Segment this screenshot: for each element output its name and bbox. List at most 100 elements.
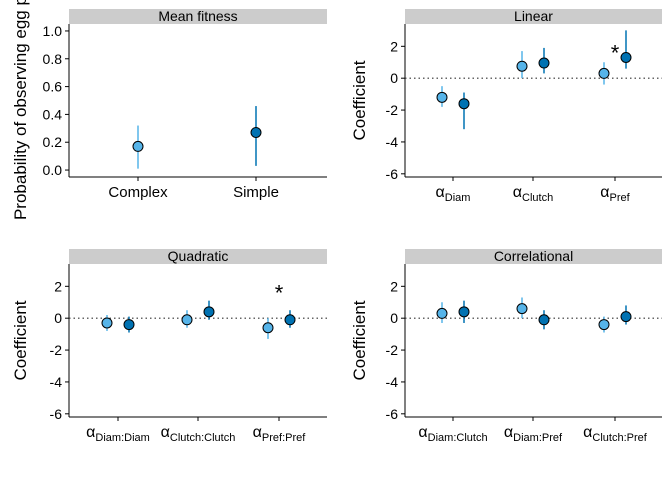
strip-label: Quadratic [168, 248, 229, 264]
data-point [250, 126, 262, 138]
y-tick-label: 0.4 [43, 106, 63, 122]
data-point [132, 140, 144, 152]
y-tick-label: 2 [390, 38, 398, 54]
x-tick-label-subscript: Diam:Diam [95, 432, 149, 444]
x-tick-label-base: α [418, 424, 427, 441]
data-point [538, 57, 550, 69]
y-axis-title: Probability of observing egg par [11, 0, 30, 220]
series-light [101, 310, 274, 339]
strip-background [69, 249, 327, 264]
x-tick-label-subscript: Diam [445, 192, 471, 204]
strip-background [405, 9, 662, 24]
x-tick-label: αDiam:Clutch [418, 424, 487, 444]
y-tick-label: -2 [386, 342, 399, 358]
series-light [436, 51, 610, 107]
y-tick-label: -6 [386, 166, 399, 182]
x-tick-label-subscript: Clutch:Pref [592, 432, 647, 444]
y-tick-label: 2 [390, 278, 398, 294]
x-tick-label: αClutch [513, 184, 553, 204]
data-point [538, 314, 550, 326]
y-tick-label: 0.6 [43, 79, 63, 95]
x-tick-label-subscript: Clutch [522, 192, 553, 204]
series-dark [250, 106, 262, 166]
panels: Mean fitness 0.0 0.2 0.4 0.6 0.8 1.0 Complex Sim… [11, 0, 662, 444]
data-point [181, 314, 193, 326]
series-dark [123, 300, 296, 333]
y-tick-label: -4 [50, 374, 63, 390]
y-tick-label: 0.2 [43, 134, 63, 150]
x-tick-label: Complex [108, 184, 168, 201]
significance-star: * [275, 281, 284, 306]
y-tick-label: -4 [386, 134, 399, 150]
x-tick-label: αClutch:Pref [583, 424, 648, 444]
y-tick-label: 0 [54, 310, 62, 326]
data-point [598, 319, 610, 331]
y-tick-label: 0 [390, 70, 398, 86]
x-tick-label-base: α [86, 424, 95, 441]
significance-star: * [611, 41, 620, 66]
data-point [598, 67, 610, 79]
y-tick-label: 0 [390, 310, 398, 326]
x-tick-label-base: Simple [233, 184, 279, 201]
x-tick-label-subscript: Pref:Pref [262, 432, 306, 444]
panel-mean-fitness: Mean fitness 0.0 0.2 0.4 0.6 0.8 1.0 Complex Sim… [11, 0, 327, 220]
x-tick-label-base: α [583, 424, 592, 441]
series-light [436, 297, 610, 333]
y-axis-title: Coefficient [350, 300, 369, 380]
y-tick-label: -6 [386, 406, 399, 422]
strip-background [405, 249, 662, 264]
x-tick-label: αClutch:Clutch [161, 424, 236, 444]
x-tick-label: αPref:Pref [253, 424, 307, 444]
x-tick-label-base: Complex [108, 184, 168, 201]
x-tick-label-subscript: Pref [610, 192, 631, 204]
y-tick-label: -2 [50, 342, 63, 358]
x-tick-label: αDiam:Pref [504, 424, 563, 444]
data-point [284, 314, 296, 326]
x-tick-label-base: α [161, 424, 170, 441]
x-tick-label: Simple [233, 184, 279, 201]
y-tick-label: 1.0 [43, 23, 63, 39]
x-tick-label: αDiam:Diam [86, 424, 150, 444]
x-tick-label-subscript: Diam:Pref [513, 432, 563, 444]
data-point [123, 319, 135, 331]
y-axis-title: Coefficient [350, 60, 369, 140]
strip-label: Mean fitness [158, 8, 237, 24]
y-tick-label: 2 [54, 278, 62, 294]
data-point [436, 91, 448, 103]
x-tick-label-base: α [504, 424, 513, 441]
x-tick-label-subscript: Clutch:Clutch [170, 432, 235, 444]
y-axis-title: Coefficient [11, 300, 30, 380]
x-tick-label-subscript: Diam:Clutch [428, 432, 488, 444]
series-dark [458, 300, 632, 330]
series-light [132, 125, 144, 169]
data-point [516, 60, 528, 72]
x-tick-label: αDiam [436, 184, 471, 204]
x-tick-label-base: α [513, 184, 522, 201]
x-tick-label-base: α [600, 184, 609, 201]
strip-label: Linear [514, 8, 553, 24]
data-point [516, 303, 528, 315]
data-point [436, 307, 448, 319]
x-tick-label: αPref [600, 184, 630, 204]
y-tick-label: 0.8 [43, 51, 63, 67]
y-tick-label: 0.0 [43, 162, 63, 178]
y-tick-label: -2 [386, 102, 399, 118]
data-point [101, 317, 113, 329]
x-tick-label-base: α [253, 424, 262, 441]
strip-background [69, 9, 327, 24]
y-tick-label: -4 [386, 374, 399, 390]
data-point [620, 311, 632, 323]
data-point [458, 98, 470, 110]
data-point [620, 51, 632, 63]
data-point [203, 306, 215, 318]
strip-label: Correlational [494, 248, 573, 264]
data-point [458, 306, 470, 318]
x-tick-label-base: α [436, 184, 445, 201]
data-point [262, 322, 274, 334]
series-dark [458, 30, 632, 130]
y-tick-label: -6 [50, 406, 63, 422]
